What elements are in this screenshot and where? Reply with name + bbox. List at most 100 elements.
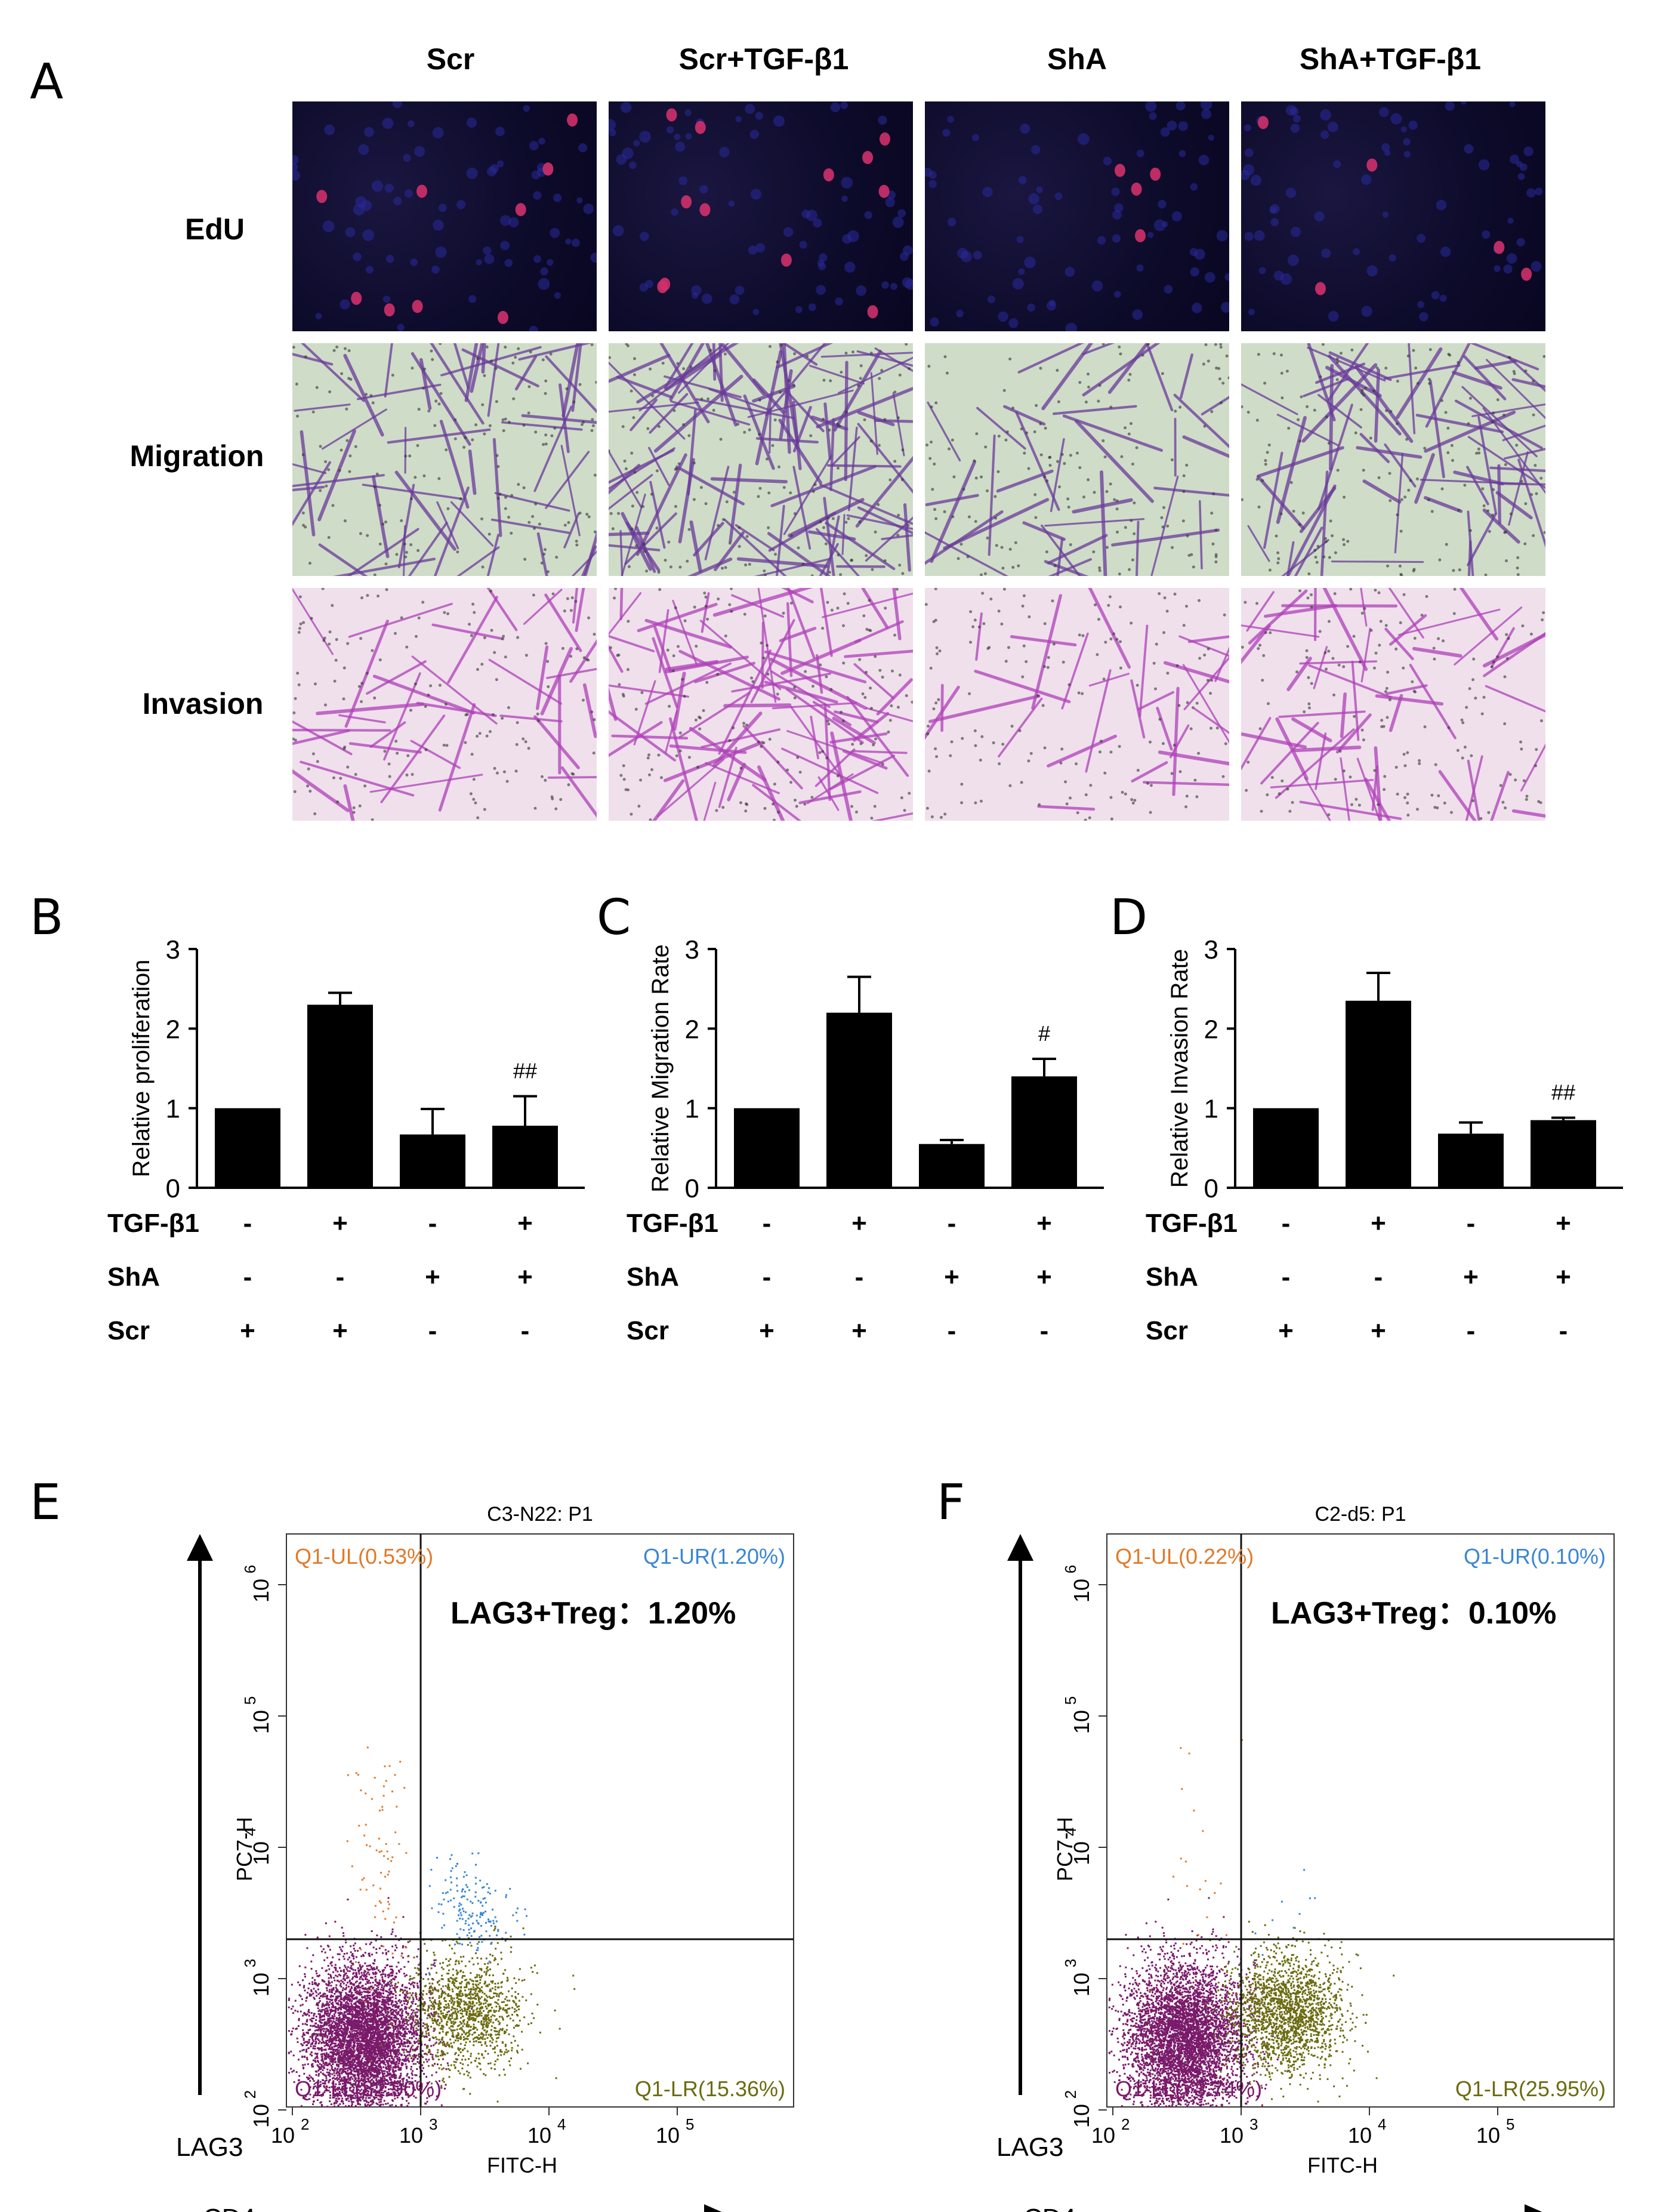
- x-tick-label: 10: [1220, 2123, 1244, 2148]
- condition-label-scr: Scr: [107, 1316, 150, 1345]
- bar: [400, 1134, 465, 1188]
- y-tick-label: 1: [166, 1095, 180, 1124]
- bar: [1438, 1133, 1504, 1188]
- micrograph-mig-2: [609, 343, 913, 576]
- x-tick-label: 10: [1476, 2123, 1500, 2148]
- y-tick-label: 2: [1204, 1015, 1218, 1044]
- micrograph-inv-4: [1241, 588, 1545, 821]
- lag3-arrowhead: [187, 1534, 213, 1561]
- bar: [734, 1108, 800, 1188]
- condition-sign: +: [944, 1262, 959, 1292]
- condition-label-sha: ShA: [1146, 1262, 1198, 1292]
- flow-plot-e: C3-N22: P1 Q1-UL(0.53%) Q1-UR(1.20%) Q1-LL(…: [176, 1503, 794, 2212]
- bar: [307, 1005, 373, 1188]
- condition-sign: +: [759, 1316, 775, 1345]
- cd4-label: CD4: [203, 2204, 255, 2212]
- condition-sign: +: [1371, 1209, 1386, 1238]
- condition-sign: -: [1466, 1316, 1476, 1345]
- points-ur: [1254, 1869, 1316, 1956]
- plot-title: C2-d5: P1: [1315, 1503, 1406, 1526]
- condition-sign: -: [243, 1262, 252, 1292]
- condition-sign: -: [335, 1262, 345, 1292]
- condition-sign: -: [762, 1209, 772, 1238]
- y-tick-label: 1: [685, 1095, 699, 1124]
- bar: [826, 1012, 892, 1188]
- points-ur: [428, 1852, 527, 1974]
- condition-sign: +: [332, 1209, 348, 1238]
- x-tick-label: 10: [399, 2123, 423, 2148]
- micrograph-edu-4: [1241, 101, 1545, 331]
- y-axis-label: Relative Migration Rate: [647, 944, 674, 1193]
- cd4-arrowhead: [704, 2204, 722, 2212]
- condition-sign: -: [762, 1262, 772, 1292]
- points-ul: [346, 1746, 408, 2003]
- condition-label-tgf1: TGF-β1: [107, 1209, 199, 1238]
- y-tick-label: 0: [166, 1174, 180, 1203]
- points-ll: [1108, 1897, 1294, 2108]
- column-header-scr: Scr: [426, 42, 475, 76]
- x-tick-label: 10: [1348, 2123, 1372, 2148]
- y-tick-label: 2: [685, 1015, 699, 1044]
- condition-sign: +: [240, 1316, 255, 1345]
- chart-c: 0 1 2 3 Relative Migration Rate #: [647, 935, 1104, 1203]
- quadrant-label-ll: Q1-LL(82.90%): [295, 2077, 442, 2101]
- quadrant-label-ll: Q1-LL(73.74%): [1115, 2077, 1262, 2101]
- condition-sign: -: [854, 1262, 864, 1292]
- condition-label-sha: ShA: [627, 1262, 679, 1292]
- condition-sign: +: [517, 1209, 533, 1238]
- panel-label-f: F: [937, 1474, 965, 1531]
- condition-label-sha: ShA: [107, 1262, 160, 1292]
- y-tick-label: 0: [685, 1174, 699, 1203]
- column-header-scr-tgf: Scr+TGF-β1: [678, 42, 849, 76]
- x-tick-exponent: 2: [1121, 2115, 1130, 2133]
- significance-mark: #: [1038, 1021, 1050, 1046]
- condition-label-tgf1: TGF-β1: [1146, 1209, 1238, 1238]
- condition-sign: +: [1371, 1316, 1386, 1345]
- condition-sign: -: [1281, 1262, 1291, 1292]
- bar-charts: 0 1 2 3 Relative proliferation ## 0 1 2 3 Relative…: [128, 935, 1623, 1203]
- cd4-arrowhead: [1525, 2204, 1542, 2212]
- plot-frame: [286, 1533, 794, 2108]
- x-tick-exponent: 2: [301, 2115, 309, 2133]
- y-tick-label: 10: [1069, 1579, 1094, 1603]
- flow-plot-f: C2-d5: P1 Q1-UL(0.22%) Q1-UR(0.10%) Q1-LL(7…: [996, 1503, 1615, 2212]
- condition-label-scr: Scr: [627, 1316, 669, 1345]
- quadrant-label-ur: Q1-UR(1.20%): [643, 1544, 785, 1569]
- column-header-sha-tgf: ShA+TGF-β1: [1299, 42, 1482, 76]
- bar: [1346, 1000, 1411, 1188]
- micrograph-inv-2: [609, 588, 913, 821]
- bar: [919, 1144, 985, 1188]
- significance-mark: ##: [513, 1059, 537, 1083]
- condition-sign: -: [1374, 1262, 1383, 1292]
- condition-sign: +: [1556, 1262, 1571, 1292]
- x-tick-exponent: 5: [686, 2115, 694, 2133]
- quadrant-label-ul: Q1-UL(0.22%): [1115, 1544, 1254, 1569]
- chart-d: 0 1 2 3 Relative Invasion Rate ##: [1167, 935, 1623, 1203]
- cd4-label: CD4: [1023, 2204, 1076, 2212]
- condition-sign: -: [428, 1209, 437, 1238]
- x-tick-label: 10: [656, 2123, 680, 2148]
- x-tick-exponent: 4: [557, 2115, 566, 2133]
- panel-label-a: A: [30, 54, 64, 110]
- y-tick-exponent: 5: [1062, 1696, 1079, 1705]
- micrograph-mig-4: [1241, 343, 1545, 576]
- x-tick-label: 10: [1091, 2123, 1115, 2148]
- condition-sign: +: [851, 1209, 867, 1238]
- x-tick-exponent: 3: [429, 2115, 437, 2133]
- x-tick-exponent: 3: [1249, 2115, 1258, 2133]
- lag3-arrowhead: [1007, 1534, 1033, 1561]
- condition-sign: +: [851, 1316, 867, 1345]
- condition-label-tgf1: TGF-β1: [627, 1209, 718, 1238]
- panel-label-c: C: [597, 889, 631, 946]
- bar: [1253, 1108, 1319, 1188]
- y-tick-label: 10: [249, 1841, 273, 1865]
- condition-sign: -: [243, 1209, 252, 1238]
- plot-title: C3-N22: P1: [487, 1503, 593, 1526]
- y-tick-exponent: 4: [1062, 1828, 1079, 1836]
- y-axis-label: PC7-H: [232, 1817, 257, 1881]
- y-axis-label: Relative Invasion Rate: [1167, 949, 1193, 1188]
- y-tick-label: 10: [1069, 1710, 1094, 1734]
- flow-plots: C3-N22: P1 Q1-UL(0.53%) Q1-UR(1.20%) Q1-LL(…: [176, 1503, 1615, 2212]
- micrograph-edu-1: [292, 101, 597, 331]
- y-tick-exponent: 3: [241, 1959, 259, 1967]
